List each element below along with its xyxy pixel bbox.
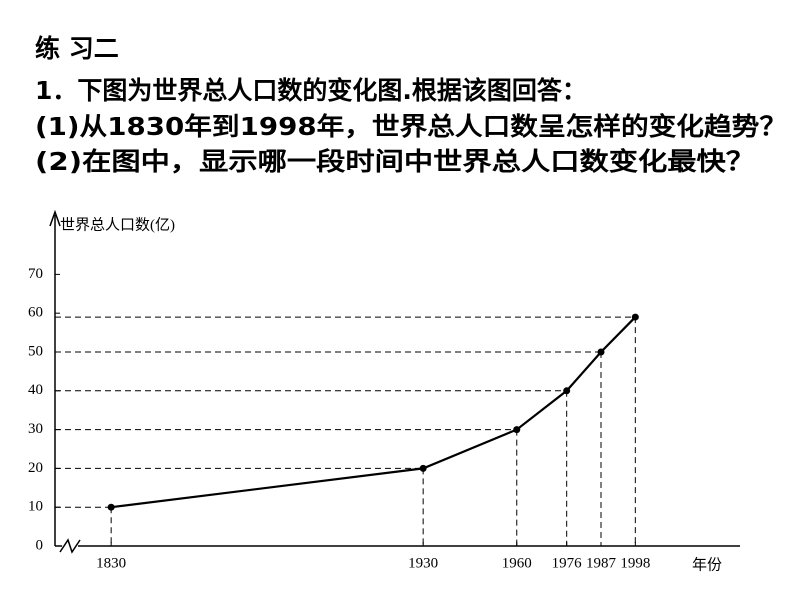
sub-question: (2)在图中，显示哪一段时间中世界总人口数变化最快？ [35, 147, 755, 176]
x-tick-label: 1987 [586, 555, 617, 571]
x-tick-label: 1998 [620, 555, 650, 571]
x-tick-label: 1830 [96, 555, 126, 571]
y-tick-label: 30 [28, 421, 43, 437]
y-tick-label: 70 [28, 266, 43, 282]
x-tick-label: 1976 [552, 555, 583, 571]
y-tick-label: 0 [36, 537, 44, 553]
y-tick-label: 20 [28, 460, 43, 476]
data-point [631, 313, 639, 321]
y-tick-label: 60 [28, 305, 43, 321]
heading: 练 习二 [35, 34, 119, 63]
x-axis-title: 年份 [692, 556, 722, 573]
y-tick-label: 40 [28, 382, 43, 398]
data-point [513, 426, 521, 434]
y-axis-title: 世界总人口数(亿) [60, 216, 175, 233]
x-tick-label: 1930 [408, 555, 438, 571]
data-line [111, 316, 637, 509]
sub-question: (1)从1830年到1998年，世界总人口数呈怎样的变化趋势？ [35, 112, 787, 141]
data-point [107, 503, 115, 511]
data-point [419, 464, 427, 472]
data-point [597, 348, 605, 356]
x-tick-label: 1960 [502, 555, 532, 571]
axes [49, 209, 740, 554]
question: 1．下图为世界总人口数的变化图.根据该图回答： [35, 76, 587, 105]
data-point [563, 387, 571, 395]
y-tick-label: 50 [28, 343, 43, 359]
y-tick-label: 10 [28, 499, 43, 515]
